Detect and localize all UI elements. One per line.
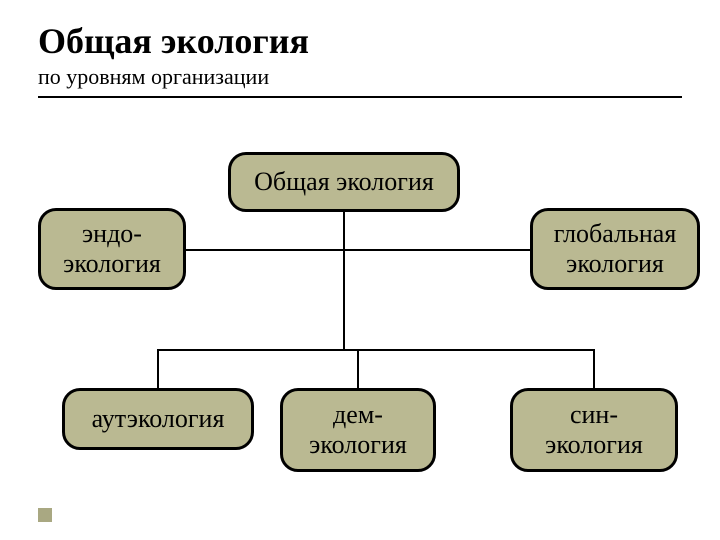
node-syn: син-экология bbox=[510, 388, 678, 472]
node-label: син-экология bbox=[545, 400, 643, 460]
node-label: аутэкология bbox=[92, 404, 225, 434]
node-label: глобальнаяэкология bbox=[554, 219, 677, 279]
node-dem: дем-экология bbox=[280, 388, 436, 472]
node-label: Общая экология bbox=[254, 167, 434, 197]
page-title: Общая экология bbox=[38, 20, 682, 62]
accent-square-icon bbox=[38, 508, 52, 522]
node-label: дем-экология bbox=[309, 400, 407, 460]
node-label: эндо-экология bbox=[63, 219, 161, 279]
title-rule bbox=[38, 96, 682, 98]
node-global: глобальнаяэкология bbox=[530, 208, 700, 290]
node-aut: аутэкология bbox=[62, 388, 254, 450]
node-root: Общая экология bbox=[228, 152, 460, 212]
header: Общая экология по уровням организации bbox=[38, 20, 682, 98]
connector-line bbox=[344, 212, 358, 388]
node-endo: эндо-экология bbox=[38, 208, 186, 290]
page-subtitle: по уровням организации bbox=[38, 64, 682, 90]
